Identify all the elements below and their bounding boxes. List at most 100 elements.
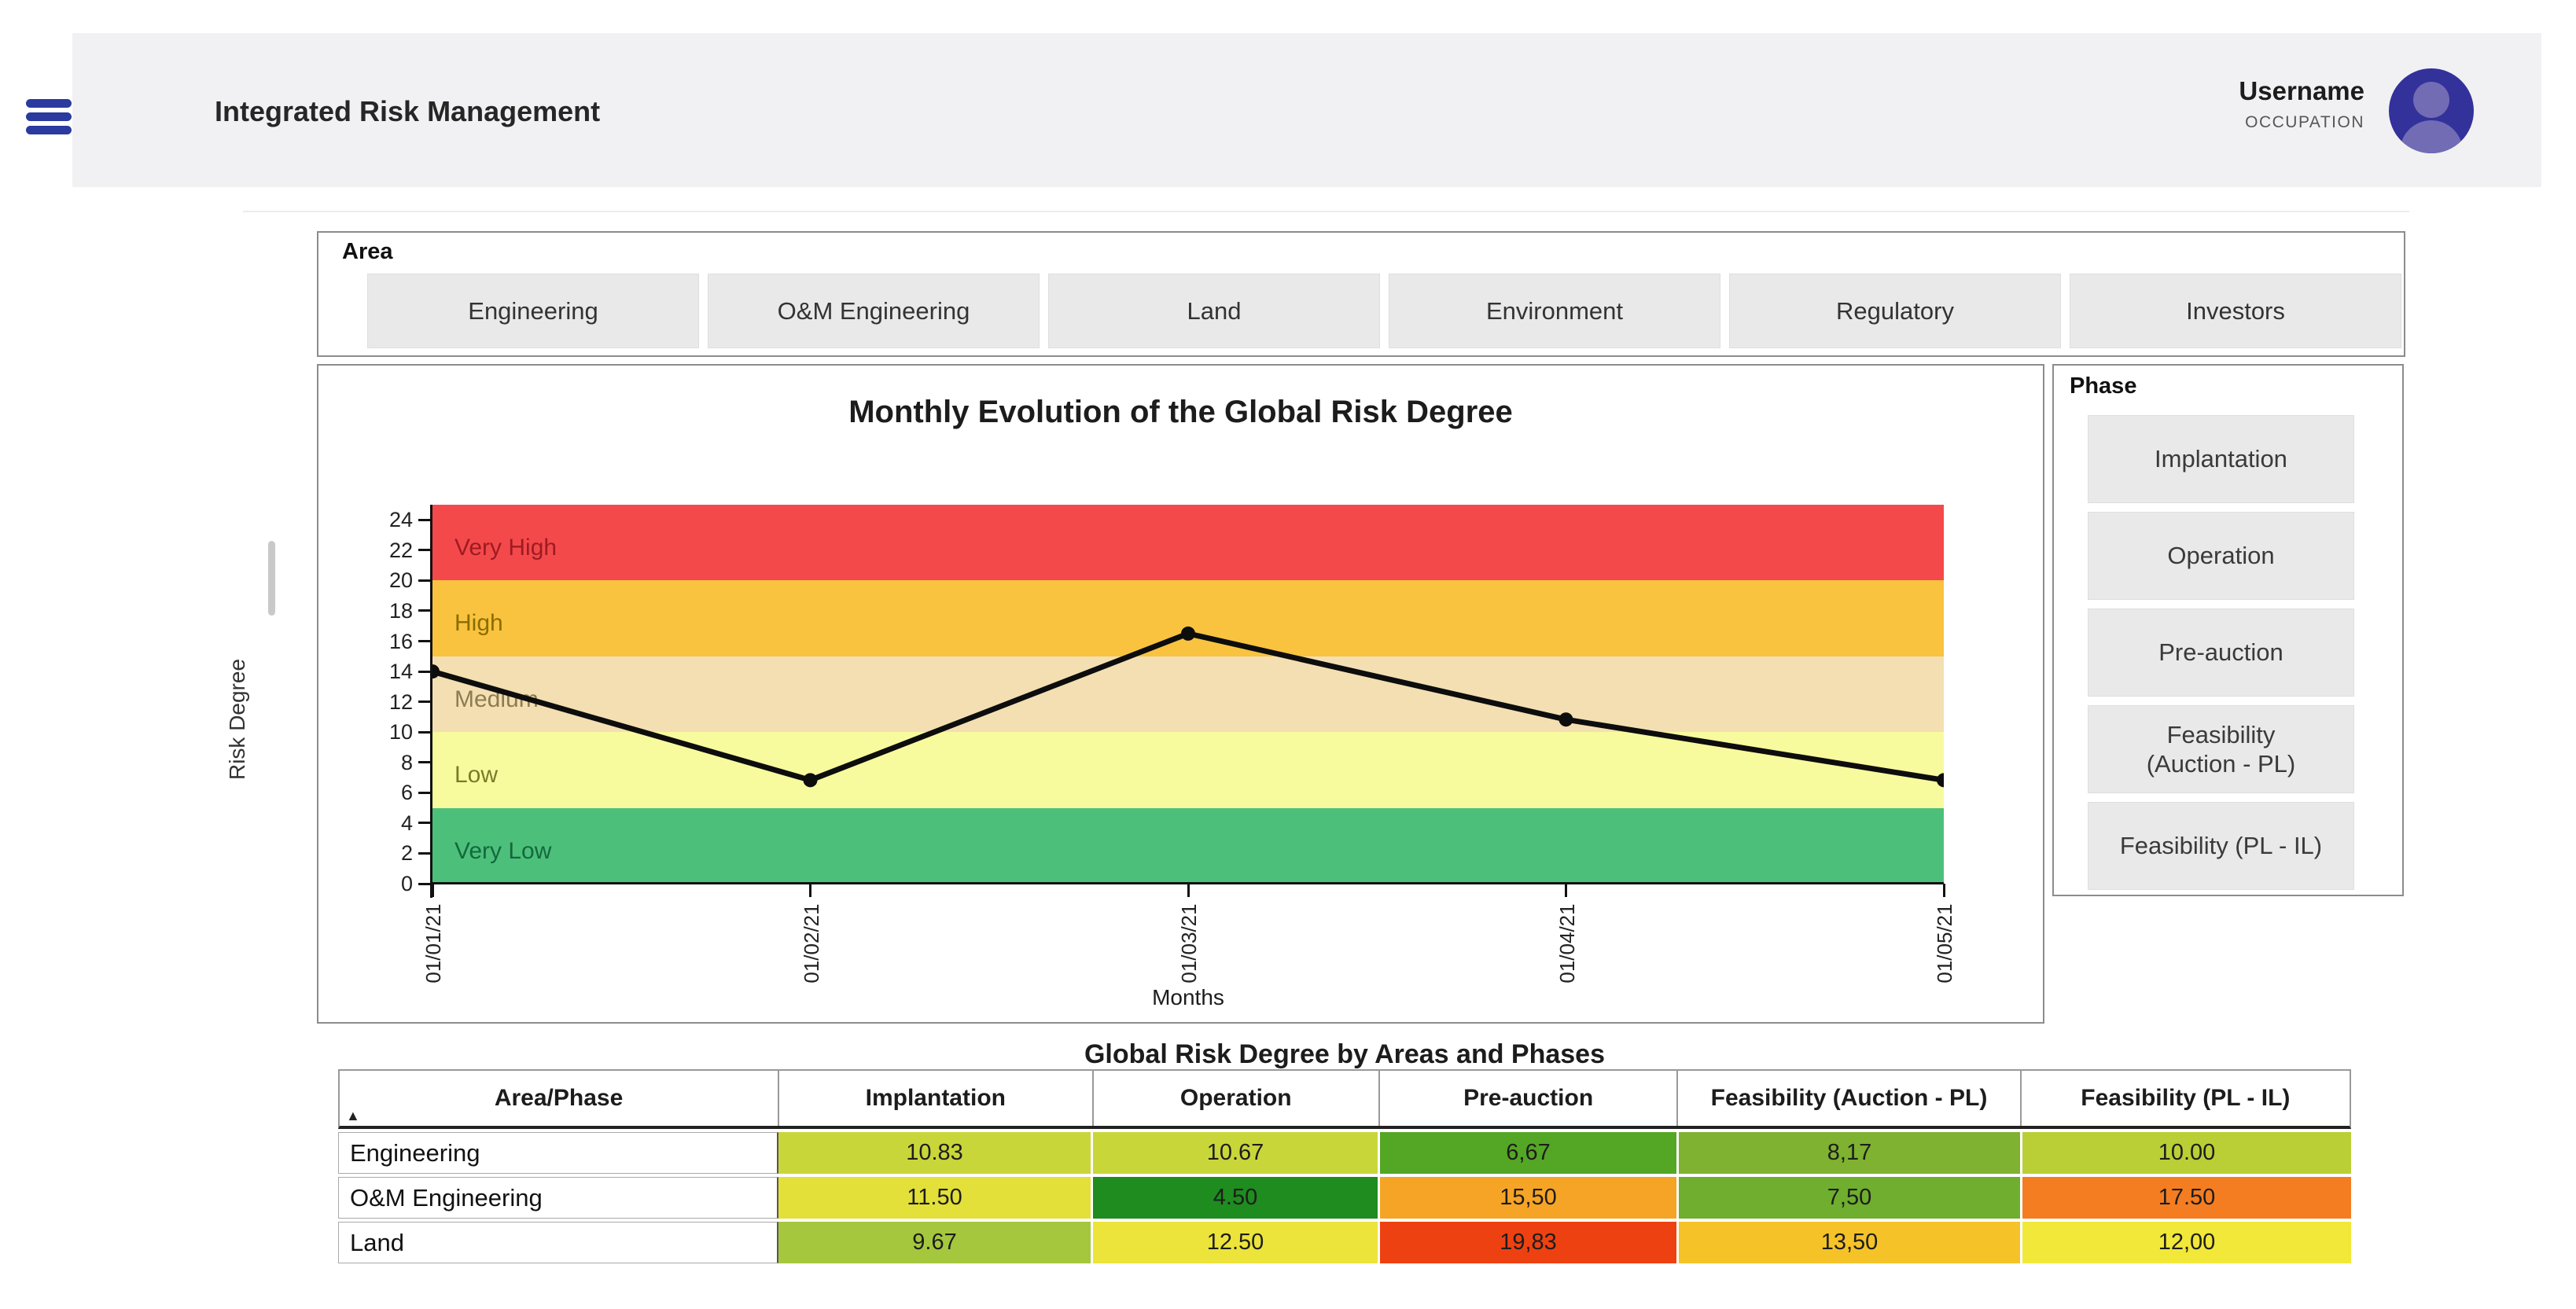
risk-value-cell: 9.67 — [778, 1222, 1093, 1263]
risk-line-series — [432, 626, 1944, 788]
content-divider — [243, 211, 2409, 212]
x-tick-label: 01/04/21 — [1555, 903, 1579, 984]
risk-value-cell: 12.50 — [1093, 1222, 1380, 1263]
hamburger-menu-icon[interactable] — [26, 99, 72, 140]
table-rows: Engineering 10.83 10.67 6,67 8,17 10.00 O&M En… — [338, 1132, 2351, 1263]
data-point-marker — [1181, 626, 1195, 641]
area-filter-button-investors[interactable]: Investors — [2070, 274, 2401, 348]
area-filter-buttons: Engineering O&M Engineering Land Environmen… — [367, 274, 2401, 348]
y-tick-label: 22 — [388, 538, 413, 562]
risk-band-high: High — [432, 580, 1944, 656]
y-tick-label: 4 — [400, 811, 413, 835]
data-point-marker — [803, 773, 818, 788]
header-bar: Integrated Risk Management Username OCCU… — [72, 33, 2541, 187]
risk-band-very-low: Very Low — [432, 807, 1944, 884]
area-filter-button-engineering[interactable]: Engineering — [367, 274, 699, 348]
area-filter-button-regulatory[interactable]: Regulatory — [1729, 274, 2061, 348]
y-tick-label: 10 — [388, 720, 413, 745]
risk-value-cell: 8,17 — [1679, 1132, 2022, 1174]
risk-table: Area/Phase ▲ Implantation Operation Pre-auct… — [338, 1069, 2351, 1263]
y-tick-mark — [418, 851, 430, 855]
y-tick-label: 2 — [400, 841, 413, 866]
risk-value-cell: 15,50 — [1380, 1177, 1679, 1219]
table-header-cell-implantation[interactable]: Implantation — [779, 1071, 1094, 1126]
data-point-marker — [1558, 712, 1573, 727]
phase-filter-button-feasibility-auction-pl[interactable]: Feasibility (Auction - PL) — [2088, 705, 2354, 793]
data-point-marker — [432, 664, 440, 679]
phase-filter-panel: Phase Implantation Operation Pre-auction Fe… — [2052, 364, 2404, 896]
table-header-cell-pre-auction[interactable]: Pre-auction — [1380, 1071, 1679, 1126]
risk-value-cell: 10.00 — [2022, 1132, 2351, 1174]
risk-value-cell: 4.50 — [1093, 1177, 1380, 1219]
risk-value-cell: 10.83 — [778, 1132, 1093, 1174]
chart-y-axis-label: Risk Degree — [225, 658, 249, 781]
risk-value-cell: 10.67 — [1093, 1132, 1380, 1174]
row-area-label: O&M Engineering — [338, 1177, 778, 1219]
risk-band-very-high: Very High — [432, 505, 1944, 581]
phase-filter-button-feasibility-pl-il[interactable]: Feasibility (PL - IL) — [2088, 802, 2354, 890]
area-filter-label: Area — [342, 239, 393, 264]
phase-filter-button-implantation[interactable]: Implantation — [2088, 415, 2354, 503]
area-filter-button-environment[interactable]: Environment — [1389, 274, 1720, 348]
chart-x-axis-label: Months — [1152, 985, 1224, 1009]
x-tick-mark — [809, 884, 811, 897]
x-tick-mark — [1942, 884, 1945, 897]
risk-band-label-very-low: Very Low — [454, 837, 552, 864]
y-tick-mark — [418, 609, 430, 612]
risk-value-cell: 17.50 — [2022, 1177, 2351, 1219]
y-tick-label: 8 — [400, 750, 413, 774]
y-tick-mark — [418, 640, 430, 643]
phase-filter-button-operation[interactable]: Operation — [2088, 512, 2354, 600]
avatar-person-icon — [2413, 82, 2449, 119]
risk-band-label-high: High — [454, 610, 503, 637]
y-tick-label: 6 — [400, 781, 413, 805]
chart-plot-area: Very Low Low Medium High Very High 0 2 4 6 8 10 12… — [389, 505, 1956, 984]
y-tick-mark — [418, 791, 430, 794]
table-header-cell-area-phase[interactable]: Area/Phase ▲ — [340, 1071, 780, 1126]
area-filter-button-land[interactable]: Land — [1048, 274, 1380, 348]
x-tick-label: 01/03/21 — [1177, 903, 1201, 984]
x-axis-line — [430, 882, 1944, 884]
y-axis-line — [430, 505, 432, 898]
y-tick-mark — [418, 700, 430, 704]
hamburger-bar — [26, 99, 72, 108]
phase-filter-label: Phase — [2070, 373, 2137, 399]
y-tick-label: 18 — [388, 598, 413, 623]
risk-line — [432, 631, 1944, 783]
y-tick-mark — [418, 761, 430, 764]
hamburger-bar — [26, 126, 72, 134]
hamburger-bar — [26, 112, 72, 121]
user-occupation: OCCUPATION — [2245, 113, 2364, 131]
user-name: Username — [2239, 76, 2364, 105]
row-area-label: Engineering — [338, 1132, 778, 1174]
risk-value-cell: 12,00 — [2022, 1222, 2351, 1263]
risk-value-cell: 11.50 — [778, 1177, 1093, 1219]
table-header-cell-feasibility-auction-pl[interactable]: Feasibility (Auction - PL) — [1678, 1071, 2022, 1126]
avatar[interactable] — [2389, 68, 2474, 153]
x-tick-mark — [1565, 884, 1567, 897]
chart-title: Monthly Evolution of the Global Risk Deg… — [848, 395, 1513, 429]
y-tick-mark — [418, 882, 430, 885]
risk-chart-panel: Monthly Evolution of the Global Risk Deg… — [225, 364, 2044, 1024]
y-tick-label: 14 — [388, 660, 413, 684]
y-tick-mark — [418, 579, 430, 582]
y-tick-mark — [418, 670, 430, 673]
y-axis-scrollbar-thumb[interactable] — [268, 541, 275, 616]
area-filter-button-o-m-engineering[interactable]: O&M Engineering — [708, 274, 1040, 348]
table-header-cell-feasibility-pl-il[interactable]: Feasibility (PL - IL) — [2081, 1085, 2291, 1111]
x-tick-label: 01/01/21 — [421, 903, 445, 984]
phase-filter-button-pre-auction[interactable]: Pre-auction — [2088, 609, 2354, 697]
table-header-cell-operation[interactable]: Operation — [1094, 1071, 1380, 1126]
table-title: Global Risk Degree by Areas and Phases — [1084, 1039, 1606, 1069]
y-tick-mark — [418, 549, 430, 552]
avatar-person-icon — [2400, 120, 2463, 153]
sort-ascending-icon[interactable]: ▲ — [346, 1108, 360, 1123]
y-tick-label: 24 — [388, 508, 413, 532]
data-point-marker — [1937, 773, 1944, 788]
y-tick-label: 0 — [400, 872, 413, 895]
y-tick-mark — [418, 822, 430, 825]
x-tick-mark — [431, 884, 434, 897]
risk-band-label-low: Low — [454, 762, 499, 789]
y-tick-label: 12 — [388, 689, 413, 714]
